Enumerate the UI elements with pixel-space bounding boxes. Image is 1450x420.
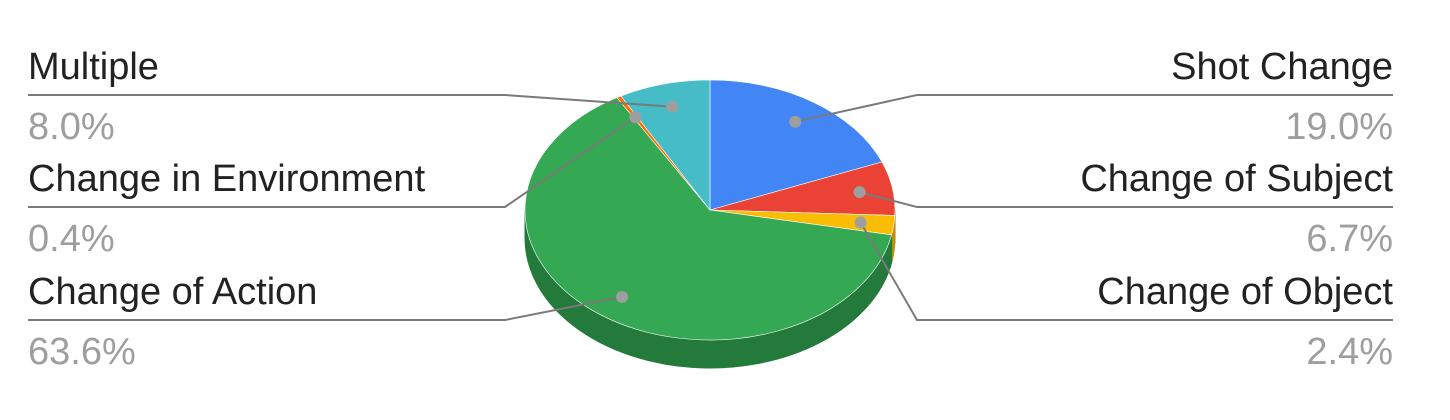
slice-label-multiple: Multiple bbox=[28, 46, 159, 88]
leader-lines-group bbox=[28, 94, 1393, 321]
slice-value-change-of-object: 2.4% bbox=[1306, 331, 1393, 373]
leader-line-change-of-object bbox=[859, 222, 1393, 321]
leader-dot-change-of-action bbox=[616, 290, 629, 303]
slice-value-multiple: 8.0% bbox=[28, 106, 115, 148]
slice-value-shot-change: 19.0% bbox=[1285, 106, 1393, 148]
pie-slices-group bbox=[524, 79, 896, 341]
slice-label-change-of-object: Change of Object bbox=[1097, 271, 1393, 313]
slice-value-change-of-action: 63.6% bbox=[28, 331, 136, 373]
leader-dot-change-of-object bbox=[854, 216, 867, 229]
leader-dot-shot-change bbox=[789, 115, 802, 128]
leader-line-change-in-environment bbox=[28, 116, 636, 208]
leader-line-change-of-subject bbox=[859, 191, 1393, 208]
leader-line-shot-change bbox=[794, 94, 1393, 123]
slice-value-change-of-subject: 6.7% bbox=[1306, 218, 1393, 260]
slice-shot-change[interactable] bbox=[709, 79, 883, 211]
leader-line-change-of-action bbox=[28, 295, 623, 321]
slice-label-change-of-action: Change of Action bbox=[28, 271, 317, 313]
slice-value-change-in-environment: 0.4% bbox=[28, 218, 115, 260]
slice-multiple[interactable] bbox=[620, 79, 711, 211]
leader-dot-change-in-environment bbox=[629, 111, 642, 124]
slice-change-of-action[interactable] bbox=[524, 97, 892, 341]
leader-dot-change-of-subject bbox=[853, 186, 866, 199]
leader-line-multiple bbox=[28, 94, 673, 108]
slice-label-shot-change: Shot Change bbox=[1171, 46, 1393, 88]
leader-dot-multiple bbox=[666, 100, 679, 113]
slice-labels-group: Shot Change 19.0% Change of Subject 6.7% Cha… bbox=[28, 46, 1393, 373]
slice-label-change-of-subject: Change of Subject bbox=[1080, 158, 1393, 200]
slice-label-change-in-environment: Change in Environment bbox=[28, 158, 426, 200]
